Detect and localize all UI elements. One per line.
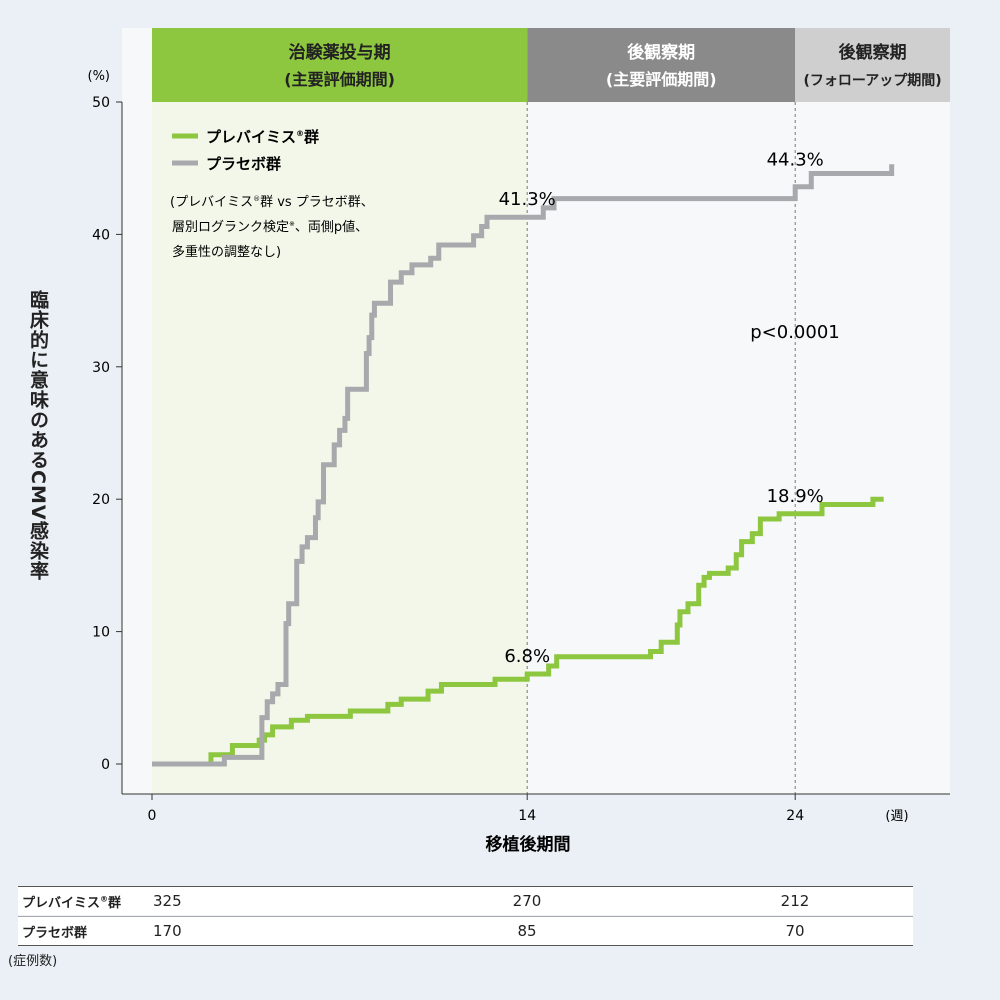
y-tick-label: 40 [92,227,110,243]
count-week-0: 170 [153,922,182,940]
chart: 治験薬投与期 (主要評価期間) 後観察期 (主要評価期間) 後観察期 (フォローアップ期間… [88,28,950,855]
table-row-divider [18,916,913,917]
x-unit-label: (週) [885,809,908,824]
period-header-0 [152,28,528,102]
y-tick-label: 50 [92,95,110,111]
table-note: (症例数) [8,954,58,969]
table-top-border [18,886,913,887]
stats-note-line: 多重性の調整なし) [172,244,281,260]
period-subtitle: (フォローアップ期間) [803,73,941,89]
stats-note-line: (プレバイミス®群 vs プラセボ群、 [170,195,374,210]
data-label: 18.9% [767,486,824,507]
y-tick-label: 0 [101,757,110,773]
table-row-prevymis: プレバイミス®群 325 270 212 [18,887,913,915]
count-week-14: 85 [517,922,537,940]
y-tick-label: 10 [92,625,110,641]
treatment-period-area [152,102,528,795]
data-label: 41.3% [499,189,556,210]
table-row-placebo: プラセボ群 170 85 70 [18,917,913,945]
period-header-2 [795,28,950,102]
period-header-1 [527,28,796,102]
row-label: プレバイミス®群 [22,894,122,911]
y-tick-label: 30 [92,360,110,376]
y-axis-label: 臨床的に意味のあるCMV感染率 [27,290,49,581]
stats-note-line: 層別ログランク検定※、両側p値、 [172,219,368,235]
series-line-0 [152,496,884,767]
data-label: 44.3% [767,149,824,170]
period-title: 後観察期 [839,42,907,63]
legend-label-1: プラセボ群 [206,155,281,173]
count-week-24: 212 [780,892,810,910]
period-subtitle: (主要評価期間) [606,70,717,89]
series-line-1 [152,164,895,767]
p-value-label: p<0.0001 [750,322,840,343]
x-tick-label: 24 [786,808,804,824]
x-tick-label: 0 [148,808,157,824]
count-week-0: 325 [153,892,182,910]
table-bottom-border [18,945,913,946]
period-title: 治験薬投与期 [289,42,391,63]
x-tick-label: 14 [518,808,536,824]
count-week-14: 270 [512,892,542,910]
period-subtitle: (主要評価期間) [284,70,395,89]
y-unit-label: (%) [88,69,111,84]
data-label: 6.8% [504,646,550,667]
y-tick-label: 20 [92,492,110,508]
row-label: プラセボ群 [22,926,88,941]
legend-label-0: プレバイミス®群 [206,128,319,146]
count-week-24: 70 [785,922,805,940]
period-title: 後観察期 [627,42,695,63]
x-axis-label: 移植後期間 [486,834,571,855]
